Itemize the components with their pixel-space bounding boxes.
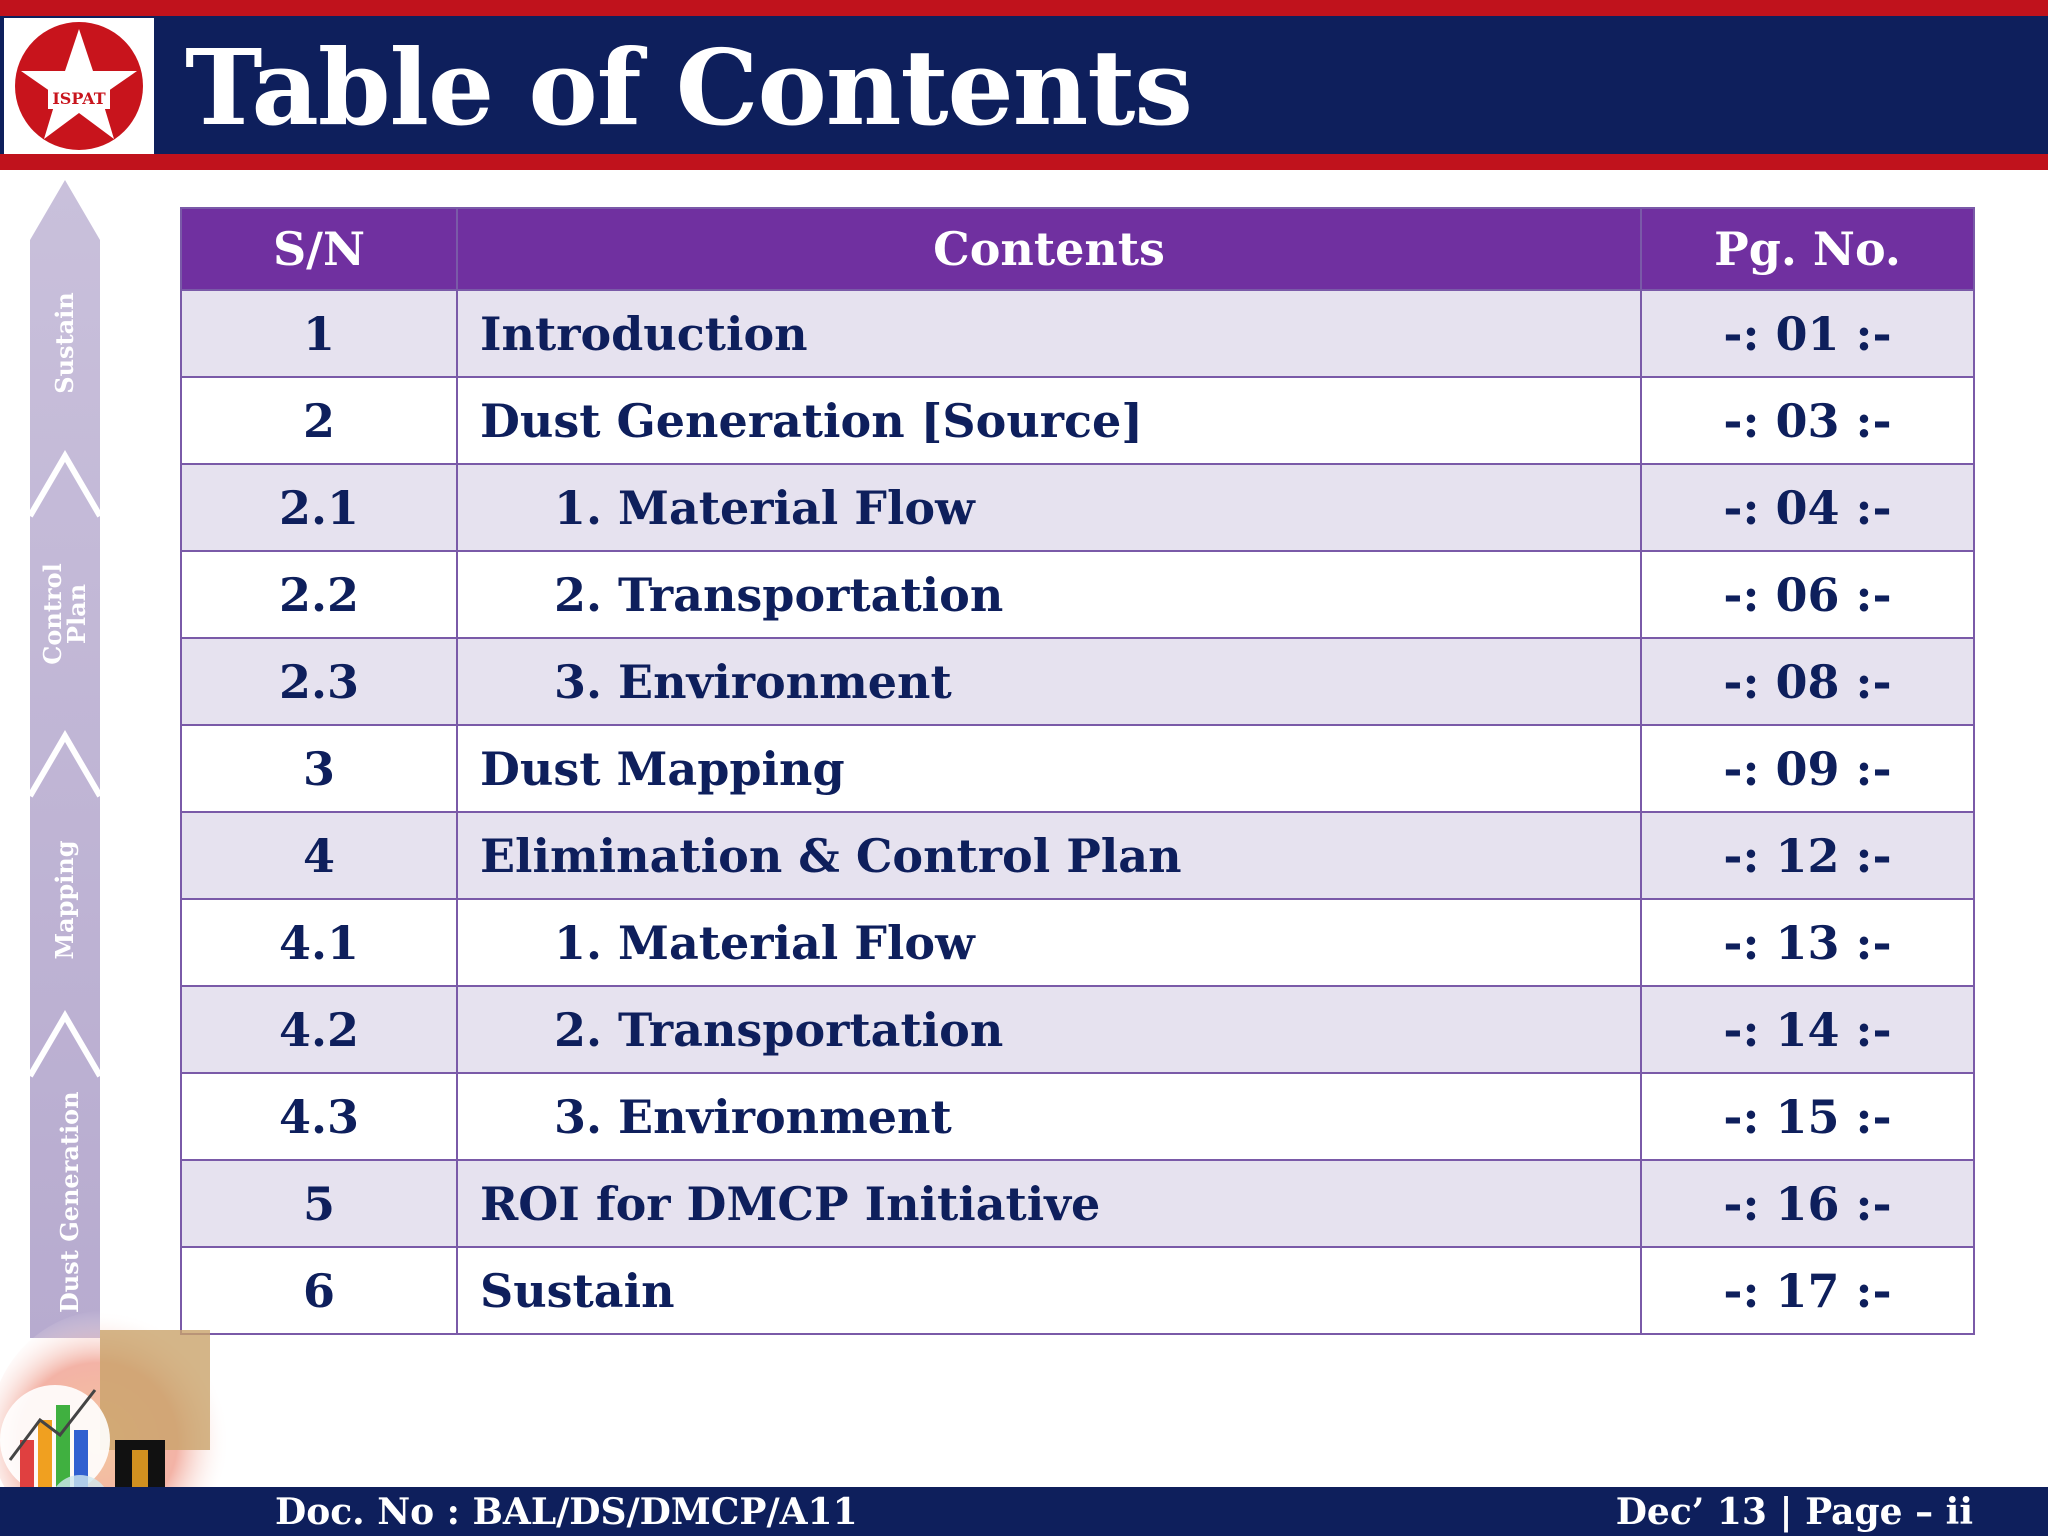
table-row: 4 Elimination & Control Plan -: 12 :- bbox=[180, 811, 1975, 900]
footer-bar bbox=[0, 1487, 2048, 1536]
header-contents: Contents bbox=[456, 207, 1642, 291]
page-title: Table of Contents bbox=[185, 26, 1193, 149]
row-page: -: 16 :- bbox=[1640, 1159, 1975, 1248]
header-page: Pg. No. bbox=[1640, 207, 1975, 291]
row-title: 1. Material Flow bbox=[456, 898, 1642, 987]
stage-label-sustain: Sustain bbox=[50, 292, 79, 394]
stage-arrow bbox=[28, 180, 102, 1338]
row-page: -: 09 :- bbox=[1640, 724, 1975, 813]
row-page: -: 03 :- bbox=[1640, 376, 1975, 465]
row-sn: 6 bbox=[180, 1246, 458, 1335]
stage-label-mapping: Mapping bbox=[50, 840, 79, 960]
row-page: -: 17 :- bbox=[1640, 1246, 1975, 1335]
row-sn: 2.1 bbox=[180, 463, 458, 552]
table-row: 4.2 2. Transportation -: 14 :- bbox=[180, 985, 1975, 1074]
row-sn: 1 bbox=[180, 289, 458, 378]
header-band bbox=[0, 16, 2048, 154]
row-page: -: 06 :- bbox=[1640, 550, 1975, 639]
row-page: -: 12 :- bbox=[1640, 811, 1975, 900]
table-row: 4.3 3. Environment -: 15 :- bbox=[180, 1072, 1975, 1161]
row-title: 3. Environment bbox=[456, 637, 1642, 726]
table-header-row: S/N Contents Pg. No. bbox=[180, 207, 1975, 291]
row-sn: 2.3 bbox=[180, 637, 458, 726]
page-info: Dec’ 13 | Page – ii bbox=[1615, 1491, 1973, 1533]
row-title: 2. Transportation bbox=[456, 550, 1642, 639]
table-row: 6 Sustain -: 17 :- bbox=[180, 1246, 1975, 1335]
row-title: 1. Material Flow bbox=[456, 463, 1642, 552]
stage-label-dust-generation: Dust Generation bbox=[55, 1091, 84, 1313]
table-row: 2 Dust Generation [Source] -: 03 :- bbox=[180, 376, 1975, 465]
row-title: 3. Environment bbox=[456, 1072, 1642, 1161]
table-row: 4.1 1. Material Flow -: 13 :- bbox=[180, 898, 1975, 987]
header-bottom-stripe bbox=[0, 154, 2048, 170]
ispat-logo: ISPAT bbox=[4, 18, 154, 154]
row-title: Dust Mapping bbox=[456, 724, 1642, 813]
table-row: 5 ROI for DMCP Initiative -: 16 :- bbox=[180, 1159, 1975, 1248]
row-sn: 3 bbox=[180, 724, 458, 813]
row-sn: 4.3 bbox=[180, 1072, 458, 1161]
document-number: Doc. No : BAL/DS/DMCP/A11 bbox=[275, 1491, 858, 1533]
header-top-stripe bbox=[0, 0, 2048, 16]
table-row: 2.1 1. Material Flow -: 04 :- bbox=[180, 463, 1975, 552]
row-page: -: 08 :- bbox=[1640, 637, 1975, 726]
row-page: -: 13 :- bbox=[1640, 898, 1975, 987]
row-page: -: 14 :- bbox=[1640, 985, 1975, 1074]
row-title: Introduction bbox=[456, 289, 1642, 378]
row-sn: 2.2 bbox=[180, 550, 458, 639]
row-title: Sustain bbox=[456, 1246, 1642, 1335]
row-sn: 2 bbox=[180, 376, 458, 465]
row-page: -: 04 :- bbox=[1640, 463, 1975, 552]
row-title: Elimination & Control Plan bbox=[456, 811, 1642, 900]
table-row: 2.3 3. Environment -: 08 :- bbox=[180, 637, 1975, 726]
row-sn: 4.2 bbox=[180, 985, 458, 1074]
row-sn: 4.1 bbox=[180, 898, 458, 987]
header-sn: S/N bbox=[180, 207, 458, 291]
table-row: 2.2 2. Transportation -: 06 :- bbox=[180, 550, 1975, 639]
row-sn: 5 bbox=[180, 1159, 458, 1248]
table-row: 3 Dust Mapping -: 09 :- bbox=[180, 724, 1975, 813]
row-sn: 4 bbox=[180, 811, 458, 900]
row-title: ROI for DMCP Initiative bbox=[456, 1159, 1642, 1248]
contents-table: S/N Contents Pg. No. 1 Introduction -: 0… bbox=[180, 207, 1975, 1335]
row-title: 2. Transportation bbox=[456, 985, 1642, 1074]
row-page: -: 01 :- bbox=[1640, 289, 1975, 378]
row-page: -: 15 :- bbox=[1640, 1072, 1975, 1161]
table-row: 1 Introduction -: 01 :- bbox=[180, 289, 1975, 378]
logo-text: ISPAT bbox=[52, 89, 105, 108]
stage-label-control-plan: Control Plan bbox=[38, 563, 91, 665]
row-title: Dust Generation [Source] bbox=[456, 376, 1642, 465]
